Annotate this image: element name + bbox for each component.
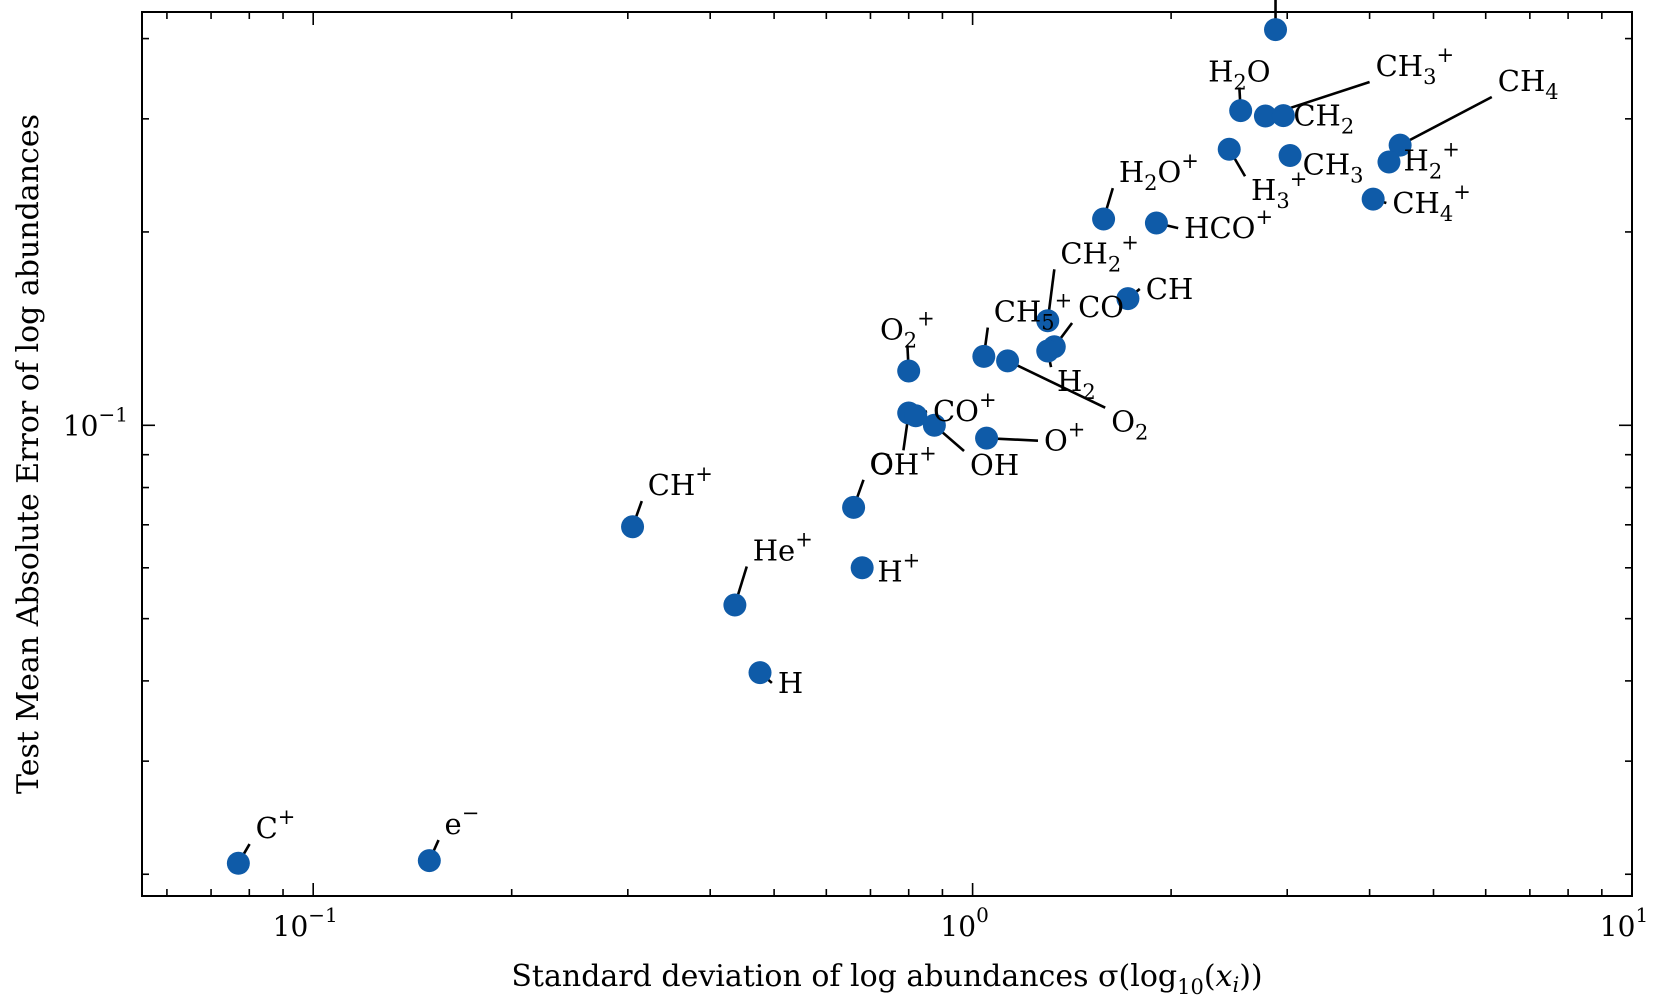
point-label: CO+ (933, 388, 997, 428)
data-point (1217, 137, 1241, 161)
point-label: CH3 (1303, 148, 1364, 188)
data-point (975, 426, 999, 450)
data-point (1144, 211, 1168, 235)
data-point (1229, 99, 1253, 123)
point-label: CH4 (1498, 64, 1559, 104)
data-point (904, 404, 928, 428)
data-point (417, 849, 441, 873)
point-label: He+ (753, 528, 813, 568)
point-label: CH4+ (1392, 180, 1470, 226)
data-point (1264, 18, 1288, 42)
data-point (1388, 133, 1412, 157)
data-point (1377, 150, 1401, 174)
data-point (972, 344, 996, 368)
x-tick-label: 100 (940, 903, 988, 943)
point-label: H+ (877, 549, 920, 589)
data-point (996, 349, 1020, 373)
x-axis-label: Standard deviation of log abundances σ(l… (511, 959, 1262, 999)
data-point (1092, 207, 1116, 231)
point-label: OH (970, 448, 1019, 482)
point-label: O2+ (880, 306, 935, 352)
point-label: H (778, 666, 803, 700)
point-label: HCO+ (1184, 205, 1273, 245)
data-point (850, 556, 874, 580)
y-tick-label: 10−1 (63, 402, 128, 442)
data-point (842, 495, 866, 519)
point-label: CH2 (1293, 99, 1354, 139)
y-axis-label: Test Mean Absolute Error of log abundanc… (11, 114, 46, 794)
point-label: C+ (256, 805, 296, 845)
data-point (748, 661, 772, 685)
point-label: H2 (1057, 364, 1096, 404)
data-point (1036, 339, 1060, 363)
data-point (1278, 144, 1302, 168)
point-label: OH+ (870, 441, 937, 481)
data-point (226, 851, 250, 875)
point-label: CH2+ (1060, 230, 1138, 276)
data-point (922, 413, 946, 437)
data-point (723, 593, 747, 617)
point-label: C (870, 447, 892, 481)
data-point (897, 359, 921, 383)
point-label: CH (1146, 272, 1194, 306)
point-label: H2O (1208, 54, 1270, 94)
point-label: H2+ (1404, 138, 1460, 184)
data-point (1361, 187, 1385, 211)
point-label: CH3+ (1376, 43, 1454, 89)
point-label: O+ (1044, 418, 1085, 458)
point-label: CH5+ (994, 289, 1072, 335)
data-point (1271, 104, 1295, 128)
data-point (1253, 104, 1277, 128)
plot-frame (141, 11, 1633, 897)
x-tick-label: 101 (1600, 903, 1648, 943)
data-point (1116, 287, 1140, 311)
point-label: CO (1078, 290, 1124, 324)
point-label: H3+ (1251, 167, 1307, 213)
point-label: O2 (1111, 405, 1148, 445)
point-label: H2O+ (1119, 149, 1199, 195)
point-label: CH+ (648, 462, 713, 502)
data-point (1036, 309, 1060, 333)
point-label: e− (445, 801, 480, 841)
x-tick-label: 10−1 (273, 903, 338, 943)
leader-line (1399, 95, 1493, 147)
data-point (621, 515, 645, 539)
leader-line (1007, 359, 1106, 409)
